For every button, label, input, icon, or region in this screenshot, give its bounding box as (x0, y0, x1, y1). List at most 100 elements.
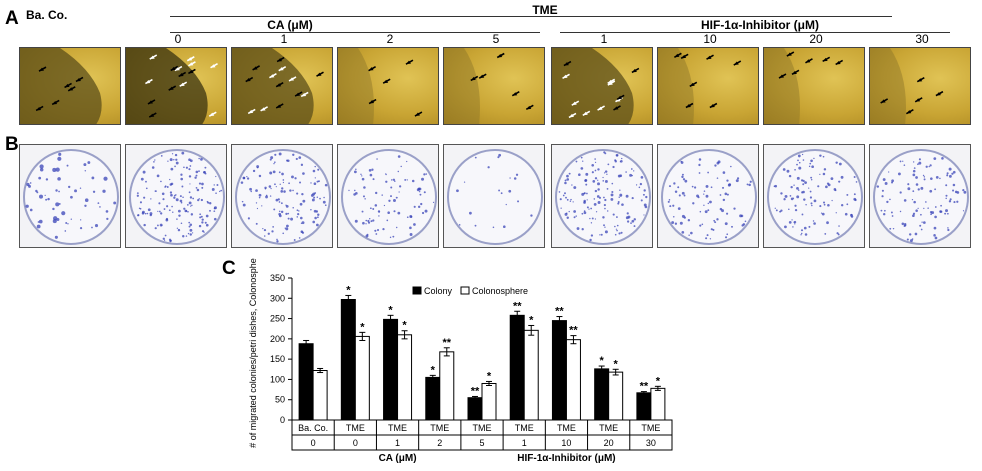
colony-bar (551, 320, 567, 421)
category-dose-label: 5 (479, 438, 484, 448)
ca-group-label: CA (μM) (379, 453, 417, 464)
black-arrow-icon (496, 52, 505, 59)
black-arrow-icon (673, 52, 682, 58)
black-arrow-icon (67, 86, 76, 92)
petri-dish-image (337, 144, 439, 248)
black-arrow-icon (51, 99, 60, 106)
category-dose-label: 30 (646, 438, 656, 448)
white-arrow-icon (597, 105, 605, 111)
y-tick-label: 200 (270, 334, 285, 344)
white-arrow-icon (300, 91, 309, 98)
colonosphere-bar (397, 334, 413, 421)
colony-bar (383, 318, 399, 421)
hif-group-label: HIF-1α-Inhibitor (μM) (517, 453, 615, 464)
black-arrow-icon (64, 82, 72, 89)
white-arrow-icon (210, 63, 218, 69)
black-arrow-icon (38, 66, 47, 72)
petri-dish-image (125, 144, 227, 248)
tme-header: TME (532, 3, 558, 17)
y-tick-label: 300 (270, 293, 285, 303)
black-arrow-icon (733, 60, 742, 66)
petri-dish-image (551, 144, 653, 248)
legend-label-colonosphere: Colonosphere (472, 286, 528, 296)
ca-header: CA (μM) (267, 18, 313, 32)
black-arrow-icon (382, 78, 391, 84)
black-arrow-icon (168, 85, 177, 91)
black-arrow-icon (170, 65, 179, 72)
colonosphere-bar (565, 339, 581, 421)
category-dose-label: 0 (311, 438, 316, 448)
hif-dose-label: 1 (600, 32, 608, 46)
colony-micrograph (763, 47, 865, 125)
black-arrow-icon (252, 65, 261, 71)
black-arrow-icon (613, 105, 621, 111)
white-arrow-icon (149, 54, 158, 60)
white-arrow-icon (208, 111, 217, 117)
legend-label-colony: Colony (424, 286, 453, 296)
white-arrow-icon (607, 80, 616, 86)
black-arrow-icon (689, 81, 698, 87)
y-tick-label: 0 (280, 415, 285, 425)
black-arrow-icon (706, 54, 714, 60)
black-arrow-icon (178, 71, 187, 78)
colonosphere-bar (481, 382, 497, 421)
petri-dish-image (443, 144, 545, 248)
white-arrow-icon (174, 65, 183, 72)
black-arrow-icon (525, 104, 534, 111)
black-arrow-icon (914, 97, 923, 103)
black-arrow-icon (35, 105, 44, 112)
significance-marker: ** (569, 325, 578, 337)
ca-dose-label: 1 (280, 32, 288, 46)
category-group-label: TME (599, 423, 618, 433)
black-arrow-icon (368, 98, 377, 105)
category-dose-label: 10 (561, 438, 571, 448)
ca-bracket-line (170, 32, 540, 33)
colonosphere-bar (354, 335, 370, 421)
black-arrow-icon (368, 65, 376, 72)
colony-bar (425, 376, 441, 421)
ca-dose-label: 5 (492, 32, 500, 46)
y-axis-title: # of migrated colonies/petri dishes, Col… (248, 258, 258, 448)
colony-micrograph (869, 47, 971, 125)
black-arrow-icon (805, 58, 813, 64)
colonosphere-bar (650, 387, 666, 421)
significance-marker: * (487, 370, 492, 382)
black-arrow-icon (316, 71, 324, 77)
black-arrow-icon (791, 69, 800, 76)
black-arrow-icon (148, 112, 157, 118)
white-arrow-icon (188, 61, 196, 67)
black-arrow-icon (275, 82, 284, 88)
y-tick-label: 350 (270, 273, 285, 283)
black-arrow-icon (916, 77, 925, 83)
petri-dish-image (657, 144, 759, 248)
significance-marker: * (529, 314, 534, 326)
y-tick-label: 250 (270, 314, 285, 324)
significance-marker: * (600, 355, 605, 367)
colony-micrograph (443, 47, 545, 125)
colony-micrograph (337, 47, 439, 125)
white-arrow-icon (568, 112, 577, 119)
category-group-label: TME (430, 423, 449, 433)
black-arrow-icon (905, 108, 914, 115)
category-dose-label: 0 (353, 438, 358, 448)
hif-header: HIF-1α-Inhibitor (μM) (700, 18, 820, 32)
category-group-label: Ba. Co. (298, 423, 328, 433)
colonosphere-bar (608, 371, 624, 421)
colony-bar (340, 299, 356, 421)
significance-marker: ** (640, 381, 649, 393)
panel-c-label: C (222, 258, 236, 279)
white-arrow-icon (288, 76, 297, 82)
panel-b-label: B (5, 134, 19, 155)
control-header: Ba. Co. (26, 8, 68, 22)
black-arrow-icon (405, 59, 414, 65)
black-arrow-icon (294, 91, 303, 97)
white-arrow-icon (269, 73, 277, 79)
y-tick-label: 100 (270, 374, 285, 384)
white-arrow-icon (145, 78, 153, 85)
black-arrow-icon (147, 99, 156, 105)
significance-marker: * (346, 284, 351, 296)
colony-bar (594, 368, 610, 421)
black-arrow-icon (709, 102, 718, 109)
white-arrow-icon (562, 73, 570, 80)
black-arrow-icon (880, 98, 889, 104)
